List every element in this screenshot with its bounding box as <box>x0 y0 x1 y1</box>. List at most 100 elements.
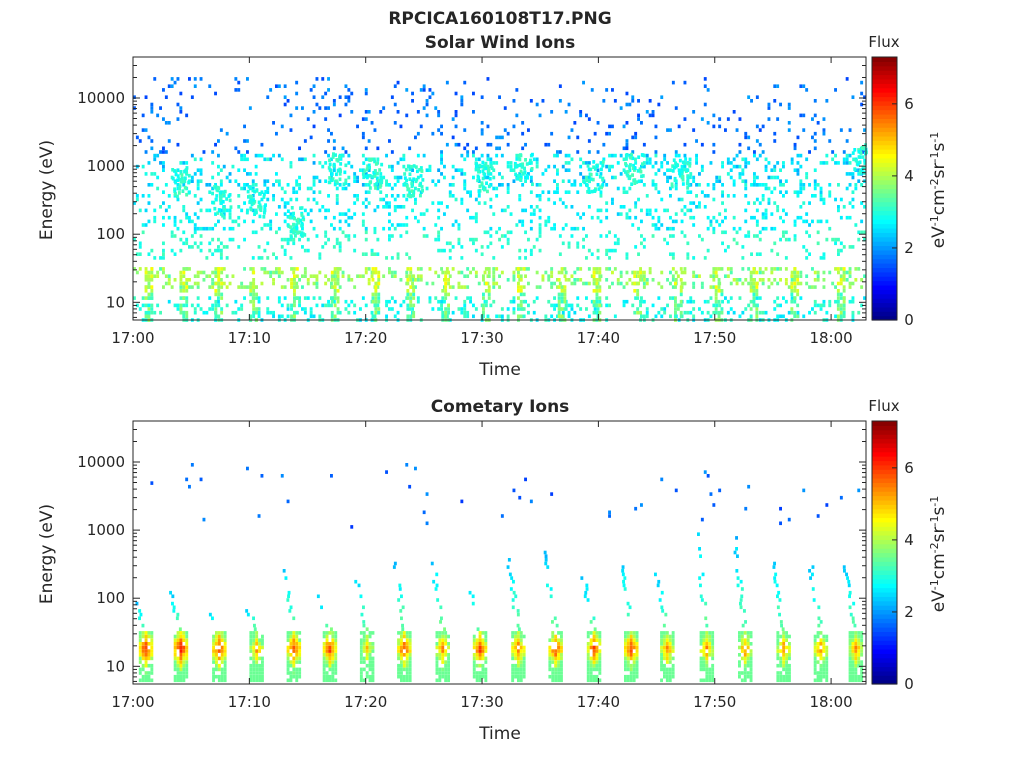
heatmap-cell <box>327 154 330 158</box>
heatmap-cell <box>174 649 177 653</box>
heatmap-cell <box>611 154 614 158</box>
heatmap-cell <box>150 671 153 675</box>
heatmap-cell <box>372 660 375 664</box>
heatmap-cell <box>539 223 542 227</box>
heatmap-cell <box>560 660 563 664</box>
heatmap-cell <box>547 198 550 202</box>
heatmap-cell <box>476 646 479 650</box>
colorbar-segment <box>872 79 897 84</box>
heatmap-cell <box>359 274 362 278</box>
heatmap-cell <box>596 278 599 282</box>
heatmap-cell <box>593 660 596 664</box>
heatmap-cell <box>292 631 295 635</box>
heatmap-cell <box>200 249 203 253</box>
heatmap-cell <box>394 315 397 319</box>
heatmap-cell <box>345 103 348 107</box>
heatmap-cell <box>608 231 611 235</box>
heatmap-cell <box>142 642 145 646</box>
heatmap-cell <box>755 307 758 311</box>
heatmap-cell <box>145 267 148 271</box>
heatmap-cell <box>660 649 663 653</box>
heatmap-cell <box>182 271 185 275</box>
heatmap-cell <box>185 638 188 642</box>
heatmap-cell <box>564 289 567 293</box>
heatmap-cell <box>145 271 148 275</box>
heatmap-cell <box>288 591 291 595</box>
heatmap-cell <box>318 271 321 275</box>
heatmap-cell <box>394 562 397 566</box>
heatmap-cell <box>756 125 759 129</box>
heatmap-cell <box>782 234 785 238</box>
heatmap-cell <box>785 668 788 672</box>
heatmap-cell <box>571 307 574 311</box>
heatmap-cell <box>523 267 526 271</box>
heatmap-cell <box>573 121 576 125</box>
heatmap-cell <box>820 194 823 198</box>
heatmap-cell <box>284 212 287 216</box>
heatmap-cell <box>447 307 450 311</box>
heatmap-cell <box>220 282 223 286</box>
heatmap-cell <box>290 235 293 239</box>
heatmap-cell <box>473 635 476 639</box>
heatmap-cell <box>374 174 377 178</box>
heatmap-cell <box>307 187 310 191</box>
heatmap-cell <box>318 161 321 165</box>
heatmap-cell <box>485 267 488 271</box>
heatmap-cell <box>460 311 463 315</box>
heatmap-cell <box>223 190 226 194</box>
heatmap-cell <box>243 238 246 242</box>
heatmap-cell <box>627 660 630 664</box>
heatmap-cell <box>249 646 252 650</box>
heatmap-cell <box>582 227 585 231</box>
heatmap-cell <box>366 675 369 679</box>
heatmap-cell <box>397 653 400 657</box>
heatmap-cell <box>145 664 148 668</box>
heatmap-cell <box>711 675 714 679</box>
heatmap-cell <box>533 245 536 249</box>
heatmap-cell <box>148 194 151 198</box>
heatmap-cell <box>289 215 292 219</box>
heatmap-cell <box>814 638 817 642</box>
heatmap-cell <box>488 285 491 289</box>
heatmap-cell <box>217 267 220 271</box>
heatmap-cell <box>374 282 377 286</box>
heatmap-cell <box>145 289 148 293</box>
heatmap-cell <box>455 114 458 118</box>
heatmap-cell <box>363 649 366 653</box>
heatmap-cell <box>194 282 197 286</box>
heatmap-cell <box>269 271 272 275</box>
heatmap-cell <box>823 201 826 205</box>
heatmap-cell <box>700 664 703 668</box>
heatmap-cell <box>703 679 706 683</box>
heatmap-cell <box>773 176 776 180</box>
heatmap-cell <box>684 205 687 209</box>
heatmap-cell <box>293 285 296 289</box>
heatmap-cell <box>776 595 779 599</box>
heatmap-cell <box>544 315 547 319</box>
heatmap-cell <box>639 311 642 315</box>
heatmap-cell <box>261 660 264 664</box>
heatmap-cell <box>646 278 649 282</box>
heatmap-cell <box>530 176 533 180</box>
heatmap-cell <box>773 267 776 271</box>
heatmap-cell <box>485 300 488 304</box>
heatmap-cell <box>587 657 590 661</box>
heatmap-cell <box>440 154 443 158</box>
heatmap-cell <box>249 267 252 271</box>
heatmap-cell <box>388 205 391 209</box>
heatmap-cell <box>492 300 495 304</box>
heatmap-cell <box>744 136 747 140</box>
heatmap-cell <box>406 671 409 675</box>
heatmap-cell <box>550 227 553 231</box>
heatmap-cell <box>594 627 597 631</box>
heatmap-cell <box>657 216 660 220</box>
heatmap-cell <box>605 201 608 205</box>
heatmap-cell <box>672 274 675 278</box>
heatmap-cell <box>182 657 185 661</box>
heatmap-cell <box>531 183 534 187</box>
heatmap-cell <box>365 231 368 235</box>
heatmap-cell <box>171 234 174 238</box>
heatmap-cell <box>139 307 142 311</box>
heatmap-cell <box>747 675 750 679</box>
heatmap-cell <box>624 664 627 668</box>
